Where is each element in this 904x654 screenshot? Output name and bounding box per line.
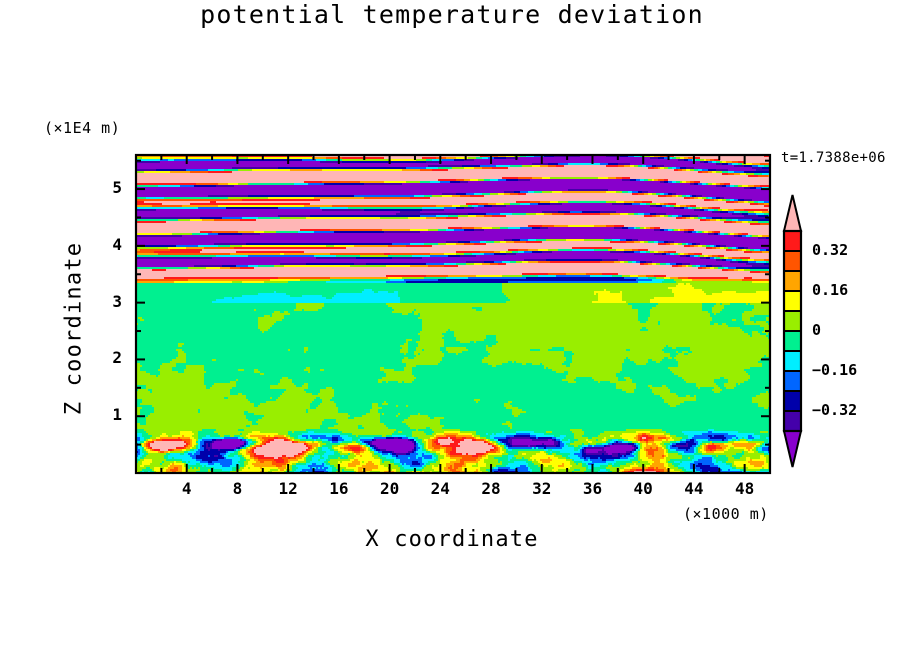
- colorbar-tick-label: 0.16: [812, 281, 849, 299]
- x-tick-label: 48: [734, 479, 755, 498]
- x-tick-label: 4: [181, 479, 192, 498]
- y-tick-label: 1: [112, 405, 122, 425]
- x-tick-label: 44: [684, 479, 704, 498]
- z-axis-unit-label: (×1E4 m): [44, 119, 121, 137]
- x-tick-label: 32: [532, 479, 552, 498]
- x-tick-label: 20: [379, 479, 400, 498]
- colorbar-tick-label: −0.16: [812, 361, 858, 379]
- x-tick-label: 8: [232, 479, 243, 498]
- colorbar-tick-label: 0.32: [812, 241, 849, 259]
- x-tick-label: 12: [278, 479, 298, 498]
- y-tick-label: 5: [112, 178, 122, 198]
- x-tick-label: 28: [481, 479, 501, 498]
- x-axis-unit-label: (×1000 m): [683, 505, 769, 523]
- x-axis-title: X coordinate: [365, 527, 539, 552]
- x-tick-label: 24: [430, 479, 450, 498]
- timestamp-label: t=1.7388e+06: [781, 150, 886, 166]
- x-tick-label: 16: [329, 479, 349, 498]
- colorbar-tick-label: −0.32: [812, 401, 858, 419]
- page-title: potential temperature deviation: [200, 0, 704, 29]
- x-tick-label: 40: [633, 479, 653, 498]
- y-tick-label: 3: [112, 291, 122, 311]
- y-tick-label: 2: [112, 348, 122, 368]
- x-tick-label: 36: [582, 479, 603, 498]
- y-tick-label: 4: [112, 234, 122, 254]
- colorbar-tick-label: 0: [812, 321, 822, 339]
